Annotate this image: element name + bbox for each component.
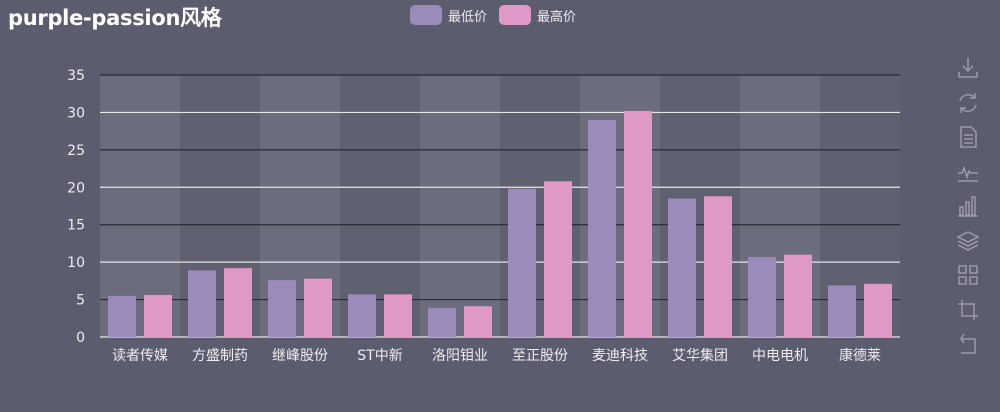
data-view-icon[interactable] xyxy=(955,124,981,150)
y-tick-label: 15 xyxy=(67,218,85,234)
background-bands xyxy=(100,75,900,337)
bar-min-price[interactable] xyxy=(268,280,296,337)
x-tick-label: 洛阳钼业 xyxy=(432,348,488,364)
stack-icon[interactable] xyxy=(955,228,981,254)
legend-label-min: 最低价 xyxy=(448,9,488,25)
line-chart-icon[interactable] xyxy=(955,159,981,185)
background-band xyxy=(340,75,420,337)
bar-min-price[interactable] xyxy=(828,285,856,337)
y-tick-label: 10 xyxy=(67,255,85,271)
bar-max-price[interactable] xyxy=(304,278,332,337)
x-tick-label: 康德莱 xyxy=(839,347,881,364)
toolbox xyxy=(955,55,983,366)
chart-title: purple-passion风格 xyxy=(8,6,222,30)
y-tick-label: 35 xyxy=(67,68,85,84)
bar-min-price[interactable] xyxy=(588,119,616,338)
x-tick-label: 中电电机 xyxy=(752,348,808,364)
legend-swatch-max xyxy=(499,5,532,25)
x-axis-ticks: 读者传媒 方盛制药 继峰股份 ST中新 洛阳钼业 至正股份 麦迪科技 艾华集团 中电电机 康德莱 xyxy=(112,347,881,364)
legend-item-max[interactable]: 最高价 xyxy=(499,5,576,25)
x-tick-label: 艾华集团 xyxy=(672,347,728,364)
legend-item-min[interactable]: 最低价 xyxy=(410,5,487,25)
x-tick-label: 读者传媒 xyxy=(112,347,168,364)
restore-icon[interactable] xyxy=(955,90,981,116)
background-band xyxy=(420,75,500,337)
background-band xyxy=(100,75,180,337)
bar-max-price[interactable] xyxy=(384,294,412,337)
bar-max-price[interactable] xyxy=(544,181,572,337)
bar-min-price[interactable] xyxy=(668,198,696,337)
x-tick-label: ST中新 xyxy=(357,348,402,364)
bar-min-price[interactable] xyxy=(508,188,536,337)
bar-min-price[interactable] xyxy=(348,294,376,337)
x-tick-label: 继峰股份 xyxy=(272,348,328,364)
y-tick-label: 30 xyxy=(67,105,85,121)
bars xyxy=(108,110,892,338)
zoom-icon[interactable] xyxy=(955,297,981,323)
legend-swatch-min xyxy=(410,5,442,25)
tiled-icon[interactable] xyxy=(955,262,981,288)
legend: 最低价 最高价 xyxy=(410,5,588,25)
y-tick-label: 0 xyxy=(76,330,85,346)
bar-max-price[interactable] xyxy=(224,268,252,337)
y-tick-label: 5 xyxy=(76,293,85,309)
legend-label-max: 最高价 xyxy=(537,9,577,25)
bar-min-price[interactable] xyxy=(188,270,216,337)
y-tick-label: 25 xyxy=(67,143,85,159)
bar-max-price[interactable] xyxy=(704,196,732,337)
bar-max-price[interactable] xyxy=(144,295,172,337)
bar-chart-icon[interactable] xyxy=(955,193,981,219)
zoom-reset-icon[interactable] xyxy=(955,331,981,357)
x-tick-label: 麦迪科技 xyxy=(592,348,648,364)
y-tick-label: 20 xyxy=(67,180,85,196)
bar-min-price[interactable] xyxy=(748,256,776,337)
bar-min-price[interactable] xyxy=(428,307,456,337)
y-axis-ticks: 0 5 10 15 20 25 30 35 xyxy=(67,68,85,346)
bar-max-price[interactable] xyxy=(864,283,892,337)
bar-max-price[interactable] xyxy=(784,254,812,337)
x-tick-label: 方盛制药 xyxy=(192,348,248,364)
bar-max-price[interactable] xyxy=(624,110,652,337)
x-tick-label: 至正股份 xyxy=(512,348,568,364)
save-as-image-icon[interactable] xyxy=(955,55,981,81)
bar-max-price[interactable] xyxy=(464,306,492,337)
bar-min-price[interactable] xyxy=(108,295,136,337)
